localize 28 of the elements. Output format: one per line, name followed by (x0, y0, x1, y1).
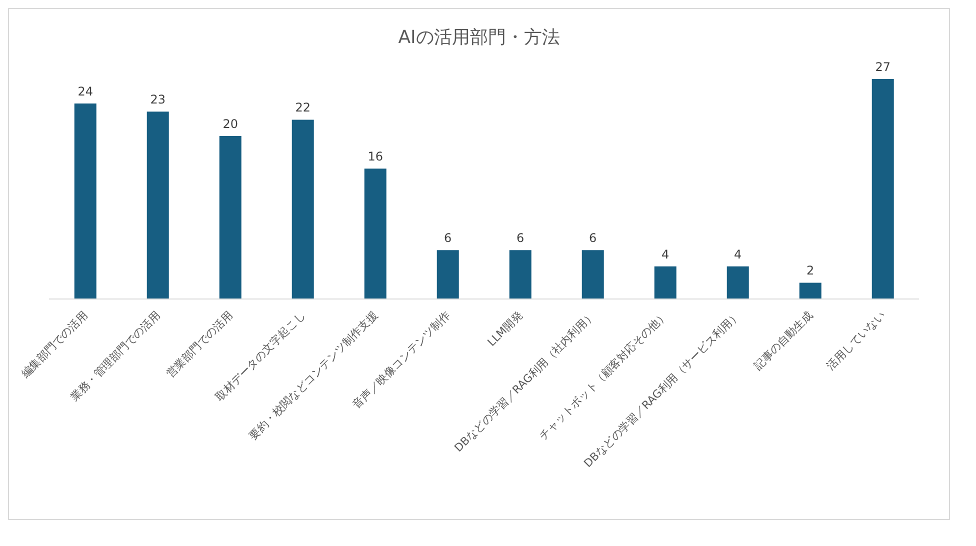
data-label: 20 (222, 117, 238, 132)
data-label: 23 (150, 92, 166, 107)
bar (582, 250, 604, 299)
bar (364, 168, 386, 299)
data-label: 6 (589, 231, 597, 246)
bar (654, 266, 676, 299)
x-tick-label: 活用していない (824, 308, 888, 372)
data-label: 4 (734, 247, 742, 262)
data-label: 4 (662, 247, 670, 262)
bar (436, 250, 459, 299)
bar (74, 103, 96, 299)
data-label: 27 (875, 60, 891, 74)
data-label: 6 (444, 231, 452, 246)
x-tick-label: 記事の自動生成 (752, 308, 816, 372)
bar (726, 266, 749, 299)
data-label: 16 (368, 150, 384, 164)
bar (219, 136, 242, 299)
data-label: 24 (78, 84, 94, 98)
bar (799, 282, 822, 299)
x-tick-label: 編集部門での活用 (18, 308, 90, 381)
chart-title: AIの活用部門・方法 (397, 26, 561, 49)
bar (509, 250, 532, 299)
bar (292, 120, 314, 299)
data-label: 2 (806, 264, 814, 278)
bar (146, 112, 169, 299)
data-label: 22 (295, 100, 311, 115)
bar (872, 79, 894, 299)
data-label: 6 (516, 231, 524, 246)
